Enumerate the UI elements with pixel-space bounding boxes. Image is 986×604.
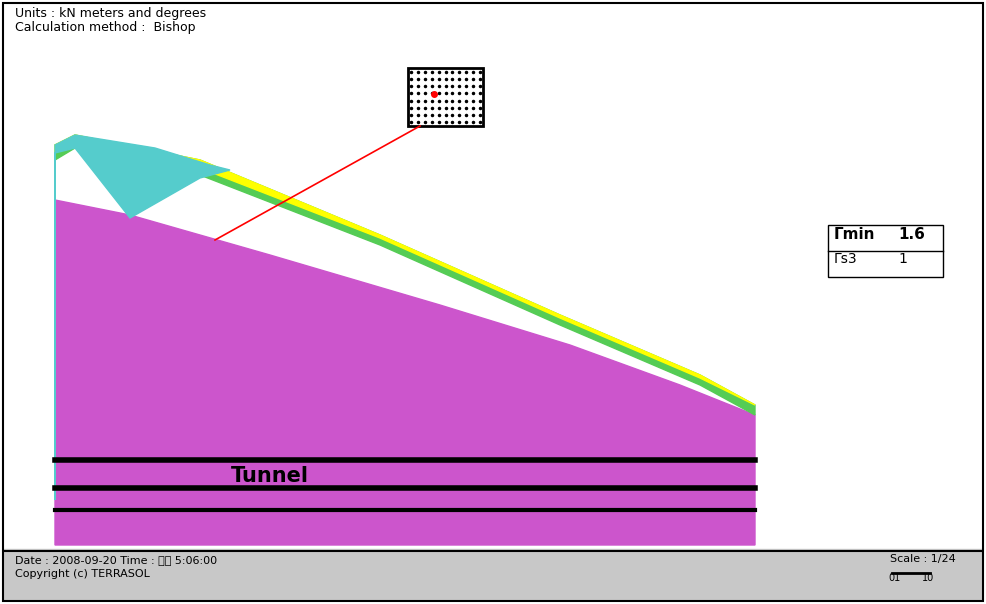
Polygon shape bbox=[55, 200, 755, 545]
Text: Γs3: Γs3 bbox=[834, 252, 858, 266]
Text: Date : 2008-09-20 Time : 오후 5:06:00: Date : 2008-09-20 Time : 오후 5:06:00 bbox=[15, 555, 217, 565]
Polygon shape bbox=[55, 135, 755, 500]
Bar bbox=[4, 549, 982, 600]
Text: Γmin: Γmin bbox=[834, 227, 876, 242]
Text: 1: 1 bbox=[898, 252, 907, 266]
Polygon shape bbox=[55, 135, 230, 500]
Text: 1.6: 1.6 bbox=[898, 227, 925, 242]
Bar bbox=[408, 68, 483, 126]
Text: Copyright (c) TERRASOL: Copyright (c) TERRASOL bbox=[15, 569, 150, 579]
Text: 01: 01 bbox=[888, 573, 900, 583]
Text: Units : kN meters and degrees: Units : kN meters and degrees bbox=[15, 7, 206, 20]
Text: Calculation method :  Bishop: Calculation method : Bishop bbox=[15, 21, 195, 34]
Text: Tunnel: Tunnel bbox=[231, 466, 309, 486]
Polygon shape bbox=[55, 135, 755, 500]
Bar bbox=[828, 225, 943, 277]
Text: 10: 10 bbox=[922, 573, 935, 583]
Text: Scale : 1/24: Scale : 1/24 bbox=[890, 554, 955, 564]
